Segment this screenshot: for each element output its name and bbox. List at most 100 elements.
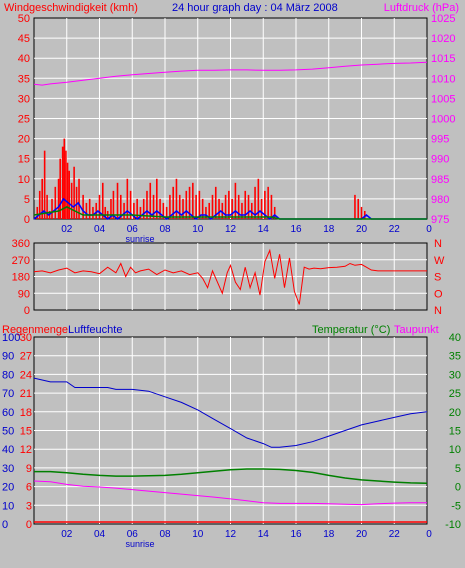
direction-degree-label: 360 — [12, 238, 30, 250]
wind-x-axis-ticks: 02 04 06 08 10 12 14 16 18 20 22 0 — [61, 224, 432, 235]
humidity-y-tick-label: 20 — [2, 482, 14, 494]
graph-title: 24 hour graph day : 04 März 2008 — [172, 2, 338, 14]
humidity-x-tick-label: 14 — [258, 529, 270, 540]
wind-x-tick-label: 04 — [94, 224, 106, 235]
direction-compass-label: S — [434, 272, 441, 284]
direction-degree-ticks: 360 270 180 90 0 — [12, 238, 30, 317]
direction-degree-label: 90 — [18, 288, 30, 300]
gust-series-line — [33, 197, 427, 220]
wind-axis-label: Windgeschwindigkeit (kmh) — [4, 2, 138, 14]
humidity-y-tick-label: 40 — [2, 444, 14, 456]
rain-y-tick-label: 18 — [20, 407, 32, 419]
wind-x-tick-label: 22 — [389, 224, 401, 235]
humidity-x-tick-label: 08 — [159, 529, 171, 540]
direction-degree-label: 270 — [12, 255, 30, 267]
pressure-y-tick-label: 1010 — [431, 73, 455, 85]
rain-y-tick-label: 27 — [20, 351, 32, 363]
pressure-y-tick-label: 975 — [431, 214, 449, 226]
humidity-x-tick-label: 06 — [127, 529, 139, 540]
humidity-y-tick-label: 10 — [2, 500, 14, 512]
wind-y-tick-label: 20 — [18, 134, 30, 146]
temperature-y-tick-label: 25 — [449, 388, 461, 400]
rain-y-tick-label: 15 — [20, 426, 32, 438]
rain-y-tick-label: 30 — [20, 332, 32, 344]
pressure-y-tick-label: 985 — [431, 174, 449, 186]
humidity-y-tick-label: 50 — [2, 426, 14, 438]
wind-x-tick-label: 12 — [225, 224, 237, 235]
humidity-x-axis-ticks: 02 04 06 08 10 12 14 16 18 20 22 0 — [61, 529, 432, 540]
temperature-y-tick-label: 10 — [449, 444, 461, 456]
wind-y-tick-label: 50 — [18, 13, 30, 25]
temperature-y-tick-label: 20 — [449, 407, 461, 419]
humidity-x-tick-label: 18 — [323, 529, 335, 540]
dewpoint-series-line — [33, 480, 427, 506]
wind-y-tick-label: 10 — [18, 174, 30, 186]
wind-y-tick-label: 30 — [18, 93, 30, 105]
temperature-y-tick-label: 5 — [455, 463, 461, 475]
wind-x-tick-label: 08 — [159, 224, 171, 235]
humidity-temperature-panel: Regenmenge Luftfeuchte Temperatur (°C) T… — [2, 324, 461, 549]
wind-x-tick-label: 14 — [258, 224, 270, 235]
rain-y-tick-label: 24 — [20, 369, 32, 381]
pressure-y-tick-label: 1005 — [431, 93, 455, 105]
wind-y-tick-label: 15 — [18, 154, 30, 166]
wind-x-tick-label: 0 — [426, 224, 432, 235]
rain-y-tick-label: 12 — [20, 444, 32, 456]
pressure-y-tick-label: 1000 — [431, 114, 455, 126]
rain-y-tick-label: 3 — [26, 500, 32, 512]
humidity-x-tick-label: 04 — [94, 529, 106, 540]
humidity-x-tick-label: 10 — [192, 529, 204, 540]
direction-compass-label: N — [434, 238, 442, 250]
humidity-y-axis-ticks: 0 10 20 30 40 50 60 70 80 90 100 — [2, 332, 20, 531]
wind-y-tick-label: 35 — [18, 73, 30, 85]
humidity-y-tick-label: 30 — [2, 463, 14, 475]
humidity-x-tick-label: 0 — [426, 529, 432, 540]
wind-y-tick-label: 0 — [24, 214, 30, 226]
pressure-axis-label: Luftdruck (hPa) — [384, 2, 459, 14]
direction-degree-label: 180 — [12, 272, 30, 284]
wind-y-tick-label: 5 — [24, 194, 30, 206]
rain-y-tick-label: 6 — [26, 482, 32, 494]
temperature-axis-label: Temperatur (°C) — [312, 324, 390, 336]
humidity-axis-label: Luftfeuchte — [68, 324, 122, 336]
wind-y-tick-label: 45 — [18, 33, 30, 45]
pressure-y-tick-label: 990 — [431, 154, 449, 166]
humidity-y-tick-label: 60 — [2, 407, 14, 419]
humidity-x-tick-label: 20 — [356, 529, 368, 540]
temperature-y-axis-ticks: -10 -5 0 5 10 15 20 25 30 35 40 — [445, 332, 461, 531]
pressure-y-tick-label: 980 — [431, 194, 449, 206]
pressure-y-tick-label: 1025 — [431, 13, 455, 25]
temperature-y-tick-label: 40 — [449, 332, 461, 344]
wind-x-tick-label: 16 — [290, 224, 302, 235]
temperature-y-tick-label: 35 — [449, 351, 461, 363]
humidity-y-tick-label: 0 — [2, 519, 8, 531]
wind-x-tick-label: 20 — [356, 224, 368, 235]
sunrise-label-top: sunrise — [125, 234, 154, 244]
direction-grid — [34, 243, 427, 310]
wind-x-tick-label: 06 — [127, 224, 139, 235]
wind-x-tick-label: 02 — [61, 224, 73, 235]
pressure-y-axis-ticks: 975 980 985 990 995 1000 1005 1010 1015 1020 1025 — [431, 13, 455, 226]
humidity-x-tick-label: 22 — [389, 529, 401, 540]
direction-series-line — [33, 248, 427, 305]
humidity-y-tick-label: 90 — [2, 351, 14, 363]
dewpoint-axis-label: Taupunkt — [394, 324, 439, 336]
direction-compass-label: W — [434, 255, 445, 267]
pressure-y-tick-label: 1020 — [431, 33, 455, 45]
humidity-x-tick-label: 02 — [61, 529, 73, 540]
direction-compass-label: O — [434, 288, 443, 300]
temperature-series-line — [34, 468, 428, 484]
rain-y-tick-label: 9 — [26, 463, 32, 475]
wind-x-tick-label: 10 — [192, 224, 204, 235]
wind-x-tick-label: 18 — [323, 224, 335, 235]
humidity-x-tick-label: 12 — [225, 529, 237, 540]
temperature-y-tick-label: 0 — [455, 482, 461, 494]
rain-y-axis-ticks: 0 3 6 9 12 15 18 21 24 27 30 — [20, 332, 32, 531]
direction-degree-label: 0 — [24, 305, 30, 317]
temperature-y-tick-label: -5 — [451, 500, 461, 512]
